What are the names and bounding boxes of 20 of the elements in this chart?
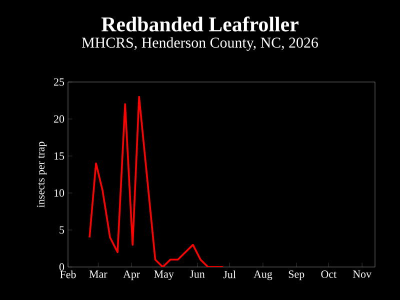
x-tick-label: Jul [223, 270, 236, 278]
x-tick-label: Jun [190, 270, 205, 278]
y-tick-label: 10 [54, 189, 64, 197]
x-tick-label: Aug [254, 270, 272, 280]
line-series [88, 96, 224, 267]
x-tick-label: Sep [288, 270, 304, 280]
chart-title: Redbanded Leafroller [101, 16, 298, 32]
y-tick-label: 5 [60, 226, 64, 234]
x-tick-label: Apr [123, 270, 140, 280]
y-tick-label: 15 [54, 152, 64, 160]
y-axis-title: insects per trap [37, 142, 47, 208]
x-tick-label: Nov [352, 270, 372, 278]
x-tick-label: May [154, 270, 174, 280]
y-tick-label: 20 [54, 115, 64, 123]
x-tick-label: Feb [60, 270, 76, 278]
y-tick-label: 0 [59, 263, 64, 271]
y-tick-label: 25 [54, 78, 64, 86]
x-tick-label: Mar [89, 270, 108, 278]
x-tick-label: Oct [321, 270, 337, 278]
chart-subtitle: MHCRS, Henderson County, NC, 2026 [82, 37, 318, 51]
